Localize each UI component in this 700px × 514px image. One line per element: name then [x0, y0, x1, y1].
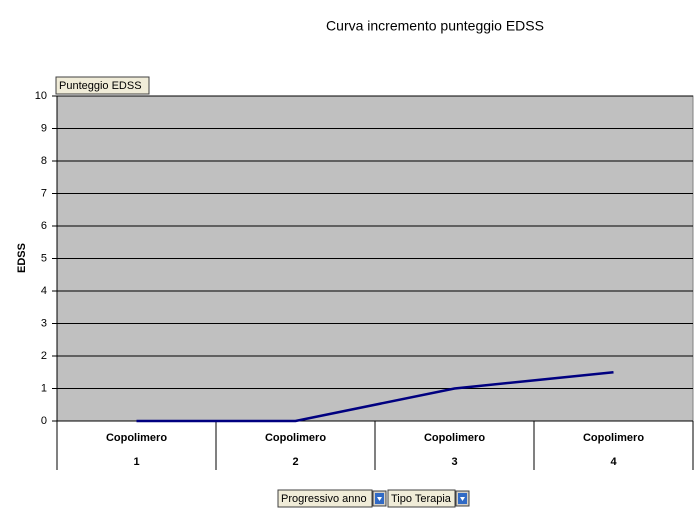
field-button-box: [277, 489, 373, 508]
x-group-label: Copolimero: [265, 432, 326, 444]
y-tick-label: 6: [41, 220, 47, 232]
field-button-box: [387, 489, 456, 508]
y-tick-label: 4: [41, 285, 47, 297]
y-axis-label: EDSS: [16, 243, 28, 273]
x-tick-label: 2: [292, 456, 298, 468]
x-tick-label: 4: [610, 456, 617, 468]
field-button-label: Punteggio EDSS: [59, 80, 142, 92]
y-tick-label: 9: [41, 122, 47, 134]
y-tick-label: 5: [41, 252, 47, 264]
x-group-label: Copolimero: [106, 432, 167, 444]
field-button-box: [55, 76, 150, 95]
y-tick-label: 8: [41, 155, 47, 167]
y-tick-label: 3: [41, 317, 47, 329]
field-button[interactable]: Punteggio EDSS: [55, 76, 150, 95]
x-group-label: Copolimero: [583, 432, 644, 444]
dropdown-button[interactable]: [455, 490, 470, 507]
chart-title: Curva incremento punteggio EDSS: [326, 18, 544, 34]
y-tick-label: 2: [41, 350, 47, 362]
y-tick-label: 0: [41, 415, 47, 427]
field-button[interactable]: Progressivo anno: [277, 489, 373, 508]
dropdown-arrow: [377, 497, 382, 501]
y-tick-label: 1: [41, 382, 47, 394]
y-tick-label: 7: [41, 187, 47, 199]
field-button[interactable]: Tipo Terapia: [387, 489, 456, 508]
y-tick-label: 10: [35, 90, 47, 102]
x-tick-label: 3: [451, 456, 457, 468]
line-series: [136, 371, 614, 423]
field-button-label: Tipo Terapia: [391, 493, 452, 505]
x-group-label: Copolimero: [424, 432, 485, 444]
x-tick-label: 1: [133, 456, 139, 468]
dropdown-button[interactable]: [372, 490, 387, 507]
field-button-label: Progressivo anno: [281, 493, 367, 505]
dropdown-arrow: [460, 497, 465, 501]
